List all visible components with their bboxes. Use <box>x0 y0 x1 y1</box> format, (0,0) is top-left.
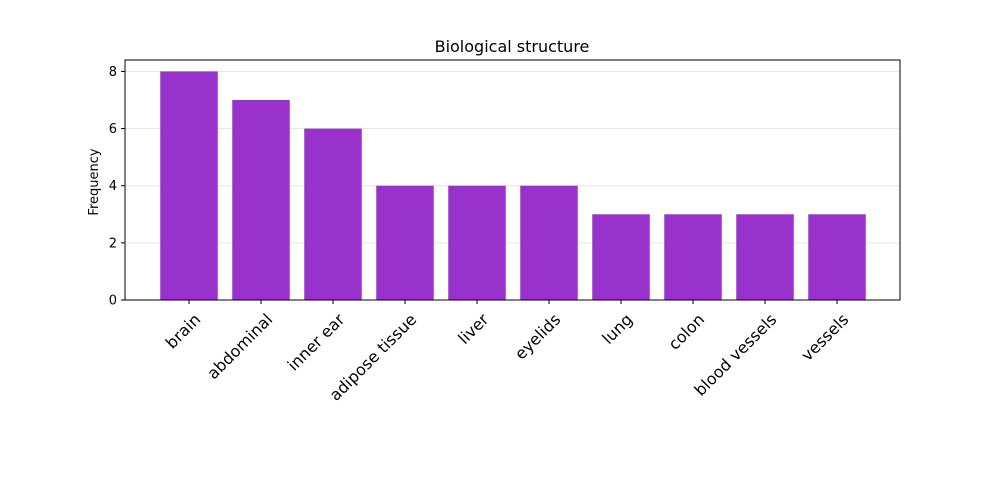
bars <box>160 71 866 300</box>
y-tick-label: 8 <box>109 65 117 80</box>
y-axis-label: Frequency <box>87 148 102 215</box>
plot-frame <box>124 59 901 301</box>
y-tick-label: 4 <box>109 179 117 194</box>
bar-abdominal <box>232 100 290 300</box>
bar-colon <box>664 214 722 300</box>
x-tick-label: vessels <box>797 310 852 365</box>
y-tick-label: 0 <box>109 294 117 309</box>
x-tick-label: liver <box>454 310 492 348</box>
bar-inner-ear <box>304 128 362 300</box>
y-tick-label: 2 <box>109 236 117 251</box>
x-tick-label: eyelids <box>511 310 564 363</box>
x-tick-label: colon <box>664 310 708 354</box>
x-tick-label: abdominal <box>203 310 276 383</box>
bar-adipose-tissue <box>376 185 434 300</box>
y-axis-ticks: 0 2 4 6 8 <box>109 65 125 309</box>
chart-title: Biological structure <box>435 37 590 56</box>
x-tick-label: brain <box>162 310 205 353</box>
y-tick-label: 6 <box>109 122 117 137</box>
x-tick-label: lung <box>598 310 636 348</box>
bar-blood-vessels <box>736 214 794 300</box>
bar-lung <box>592 214 650 300</box>
bar-eyelids <box>520 185 578 300</box>
bar-liver <box>448 185 506 300</box>
bar-vessels <box>808 214 866 300</box>
x-tick-label: inner ear <box>284 310 349 375</box>
bar-brain <box>160 71 218 300</box>
